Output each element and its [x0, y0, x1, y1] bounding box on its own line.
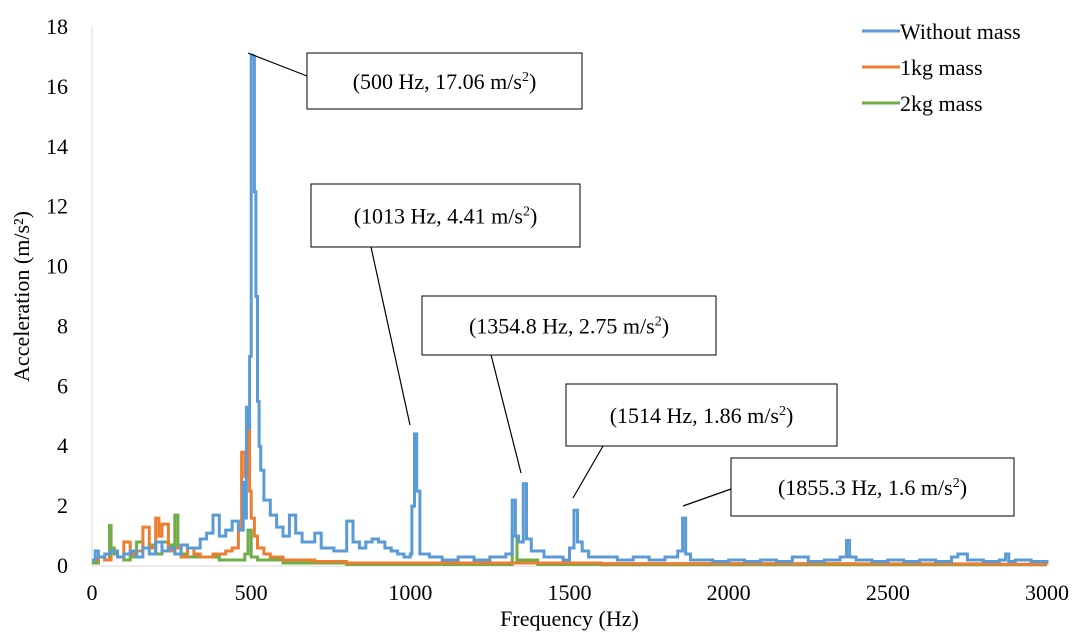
annotation-label-close: )	[529, 69, 536, 94]
x-tick-label: 2500	[866, 580, 910, 605]
annotation-label-superscript: 2	[522, 70, 529, 85]
y-tick-label: 2	[57, 493, 68, 518]
annotation-box	[421, 295, 717, 356]
annotation-label-close: )	[786, 403, 793, 428]
annotation-label-main: (1514 Hz, 1.86 m/s	[610, 403, 779, 428]
plot-area: 0 2 4 6 8 10 12 14 16 18 0 500 1000 1500 2000 2500 3000	[46, 14, 1069, 605]
x-tick-label: 2000	[707, 580, 751, 605]
x-axis-title: Frequency (Hz)	[500, 606, 639, 631]
y-tick-label: 12	[46, 194, 68, 219]
annotation-label-main: (1855.3 Hz, 1.6 m/s	[778, 475, 953, 500]
x-tick-label: 3000	[1025, 580, 1069, 605]
annotation-label: (1354.8 Hz, 2.75 m/s2)	[469, 314, 669, 339]
y-tick-label: 8	[57, 313, 68, 338]
y-axis-title: Acceleration (m/s²)	[9, 211, 34, 382]
annotation-leader	[370, 246, 411, 426]
y-tick-label: 10	[46, 254, 68, 279]
legend-label: 2kg mass	[900, 91, 983, 116]
y-tick-label: 18	[46, 14, 68, 39]
annotation-label: (1514 Hz, 1.86 m/s2)	[610, 403, 794, 428]
annotation-label-superscript: 2	[953, 476, 960, 491]
annotation-label-main: (500 Hz, 17.06 m/s	[353, 69, 522, 94]
annotation-label-close: )	[960, 475, 967, 500]
annotation-leader	[572, 445, 604, 499]
legend-label: Without mass	[900, 19, 1021, 44]
legend: Without mass 1kg mass 2kg mass	[862, 19, 1021, 116]
annotation-label: (500 Hz, 17.06 m/s2)	[353, 69, 537, 94]
annotation-label-close: )	[662, 314, 669, 339]
annotation-leader	[485, 334, 522, 474]
annotation-label-superscript: 2	[655, 315, 662, 330]
annotation-leader	[682, 488, 732, 507]
x-tick-label: 0	[87, 580, 98, 605]
y-tick-label: 14	[46, 134, 68, 159]
annotation-box	[310, 183, 581, 248]
x-tick-label: 1500	[548, 580, 592, 605]
legend-label: 1kg mass	[900, 55, 983, 80]
y-tick-label: 0	[57, 553, 68, 578]
annotation-box	[565, 383, 838, 447]
annotation-box	[306, 52, 583, 110]
x-tick-label: 1000	[388, 580, 432, 605]
annotation-label-main: (1354.8 Hz, 2.75 m/s	[469, 314, 655, 339]
series-layer	[92, 53, 1049, 567]
annotation-label: (1855.3 Hz, 1.6 m/s2)	[778, 475, 967, 500]
y-tick-label: 16	[46, 74, 68, 99]
annotation-box	[730, 457, 1015, 517]
annotation-label-close: )	[530, 204, 537, 229]
annotation-leader	[247, 52, 308, 77]
annotation-label-main: (1013 Hz, 4.41 m/s	[354, 204, 523, 229]
x-tick-label: 500	[235, 580, 268, 605]
annotation-label-superscript: 2	[523, 205, 530, 220]
series-line-1	[92, 53, 1049, 563]
annotation-layer: (500 Hz, 17.06 m/s2)(1013 Hz, 4.41 m/s2)…	[247, 52, 1015, 517]
annotation-label-superscript: 2	[779, 404, 786, 419]
annotation-label: (1013 Hz, 4.41 m/s2)	[354, 204, 538, 229]
y-tick-label: 4	[57, 433, 68, 458]
y-tick-label: 6	[57, 373, 68, 398]
